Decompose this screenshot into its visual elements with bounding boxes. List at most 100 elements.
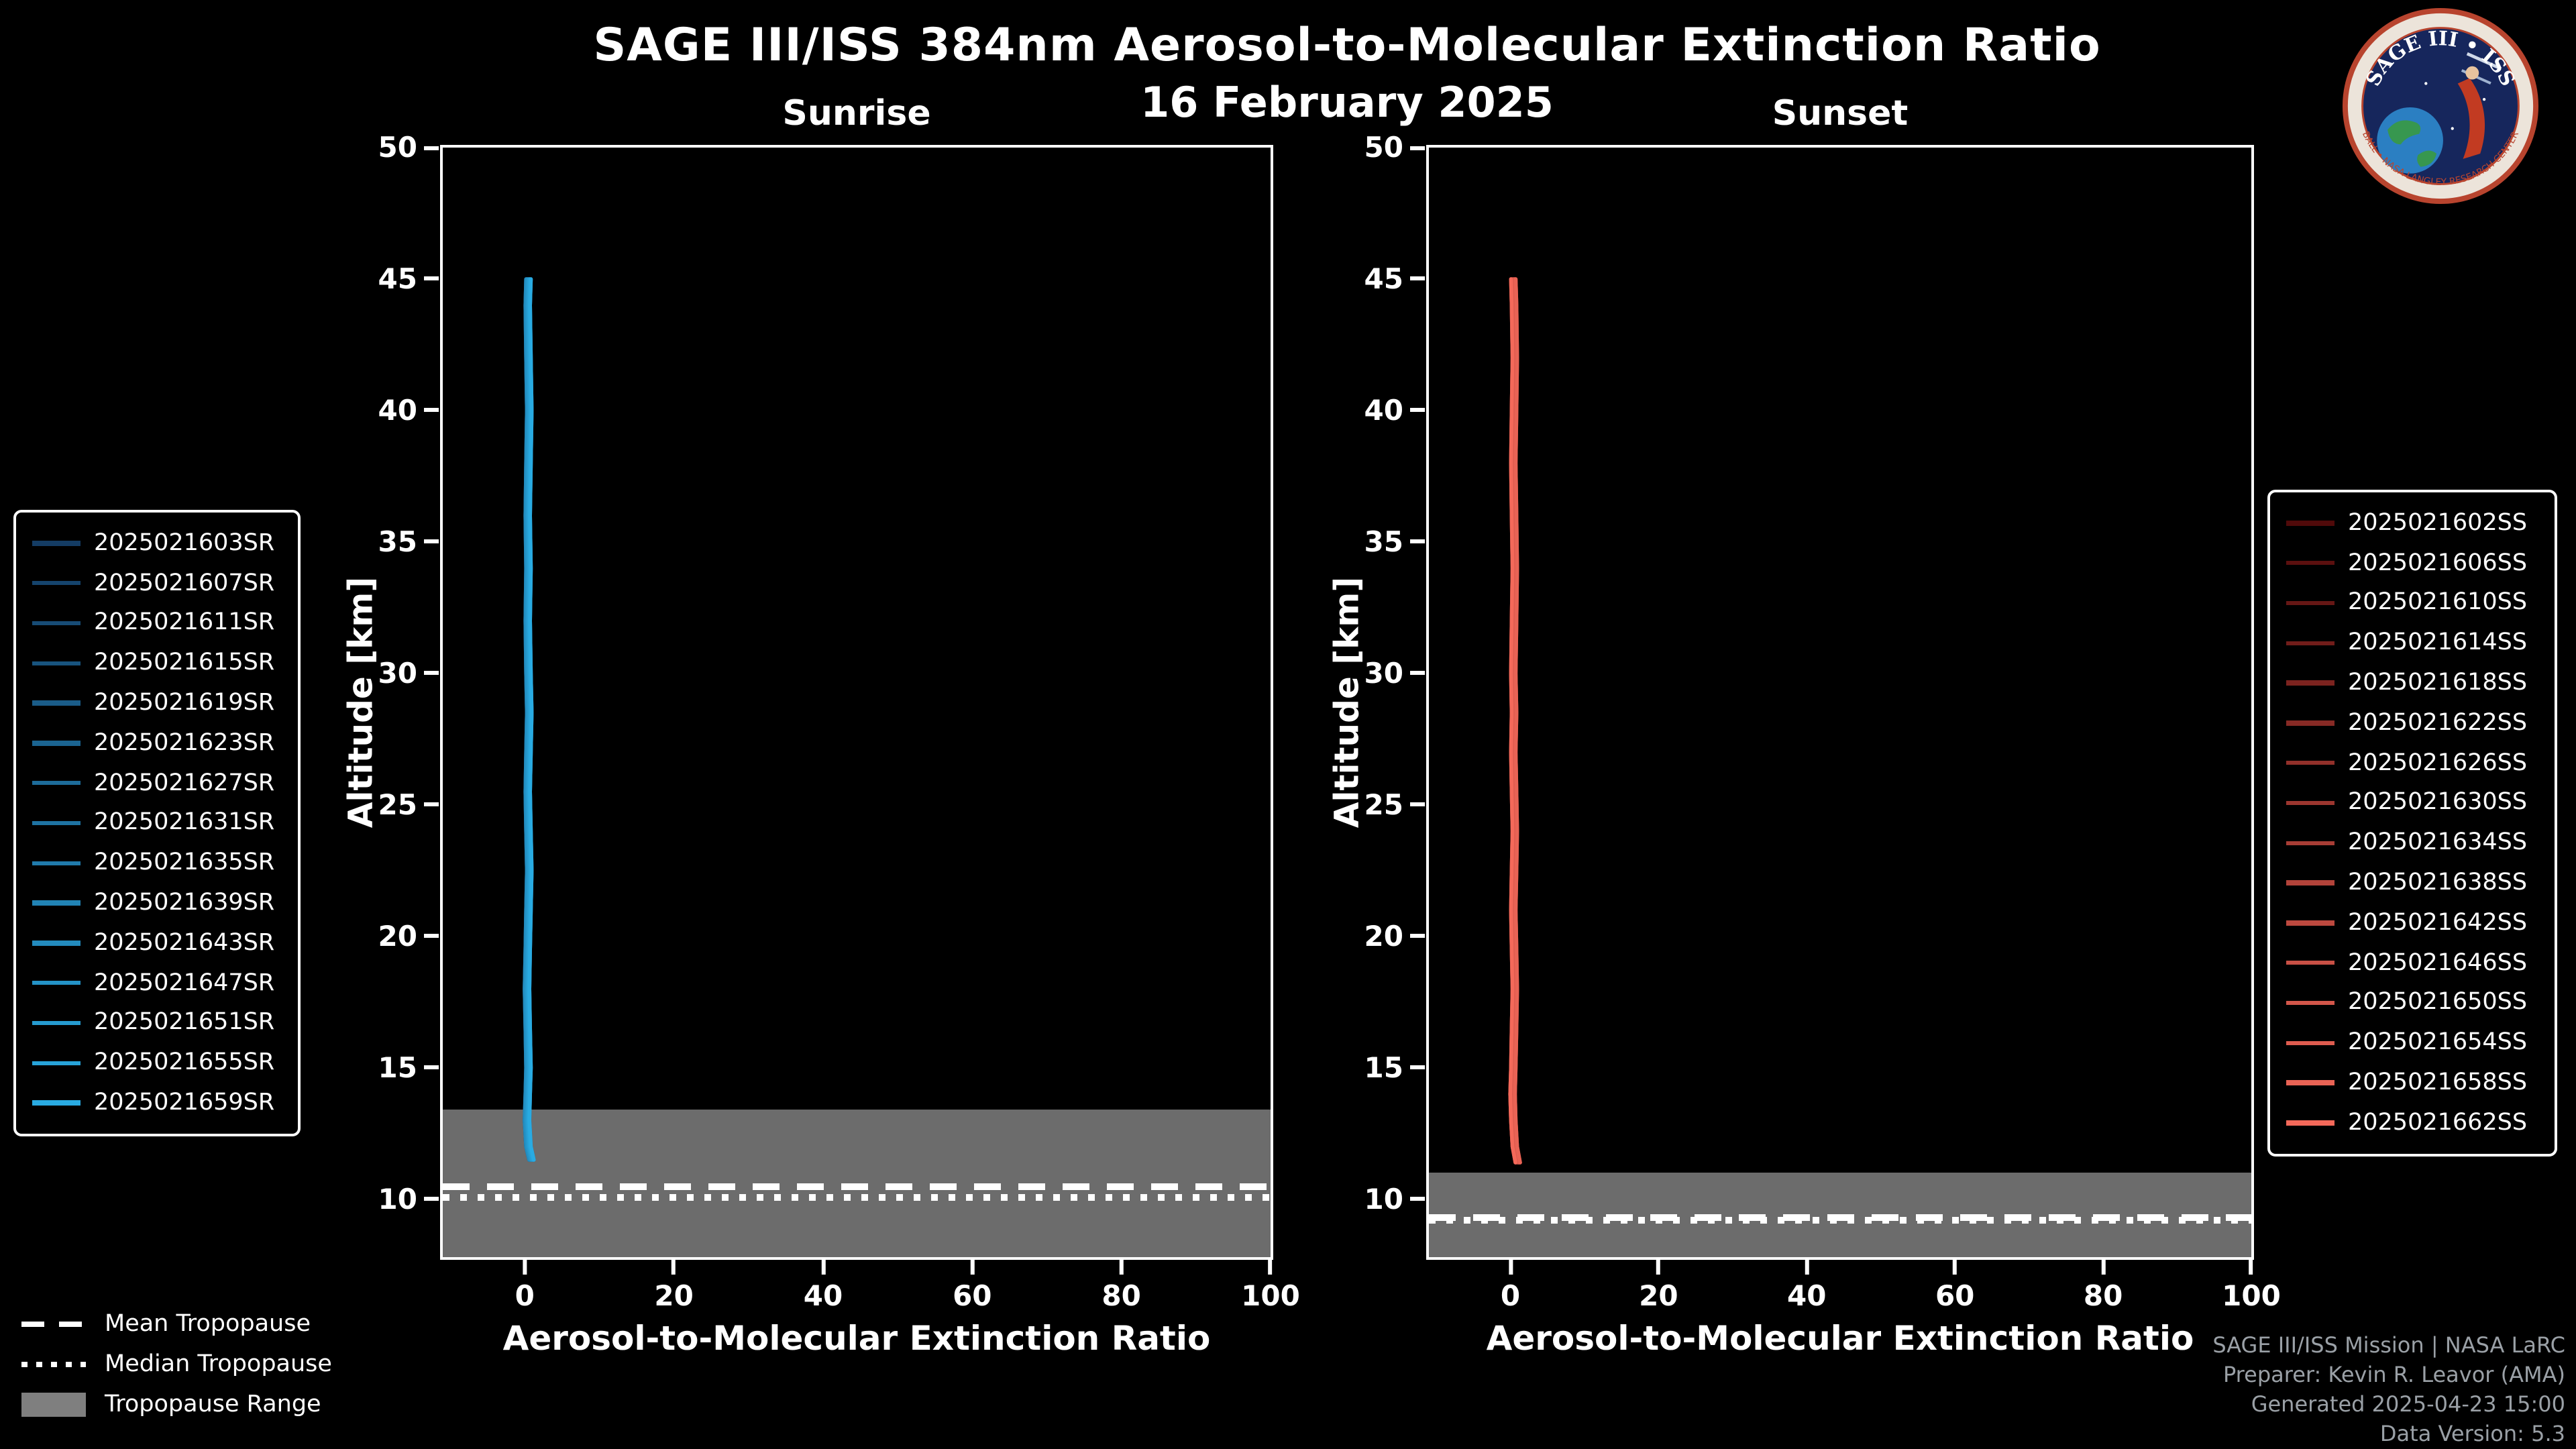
y-tick-30: 30	[1364, 657, 1425, 690]
legend-line-swatch	[2286, 880, 2334, 885]
x-tick-label: 60	[953, 1280, 992, 1312]
legend-item: 2025021611SR	[32, 603, 282, 643]
x-tick-label: 80	[2083, 1280, 2123, 1312]
y-tick-15: 15	[1364, 1052, 1425, 1084]
x-tick-mark	[1656, 1260, 1661, 1275]
legend-line-swatch	[32, 820, 80, 826]
legend-event-id: 2025021654SS	[2348, 1029, 2528, 1057]
sunset-panel-title: Sunset	[1772, 94, 1909, 134]
x-tick-mark	[1508, 1260, 1513, 1275]
legend-line-swatch	[2286, 720, 2334, 726]
median-tropopause-line	[1429, 1217, 2251, 1224]
sunset-event-legend: 2025021602SS 2025021606SS 2025021610SS 2…	[2267, 490, 2557, 1157]
x-tick-mark	[1953, 1260, 1957, 1275]
legend-event-id: 2025021643SR	[94, 929, 275, 957]
legend-item: 2025021614SS	[2286, 623, 2538, 663]
legend-line-swatch	[32, 580, 80, 586]
sunrise-x-axis-label: Aerosol-to-Molecular Extinction Ratio	[502, 1319, 1211, 1358]
legend-event-id: 2025021662SS	[2348, 1109, 2528, 1136]
legend-item: 2025021662SS	[2286, 1103, 2538, 1143]
legend-event-id: 2025021634SS	[2348, 829, 2528, 857]
y-tick-mark	[1410, 671, 1425, 676]
legend-item: 2025021630SS	[2286, 783, 2538, 823]
legend-event-id: 2025021603SR	[94, 529, 275, 557]
legend-line-swatch	[32, 1100, 80, 1106]
legend-item: 2025021638SS	[2286, 863, 2538, 903]
legend-line-swatch	[32, 900, 80, 906]
legend-line-swatch	[2286, 641, 2334, 646]
y-tick-25: 25	[378, 789, 439, 821]
x-tick-100: 100	[2222, 1260, 2281, 1312]
figure-graphic	[2457, 78, 2485, 159]
legend-event-id: 2025021619SR	[94, 690, 275, 717]
x-tick-label: 40	[803, 1280, 843, 1312]
y-tick-label: 45	[1364, 262, 1403, 295]
legend-line-swatch	[32, 941, 80, 946]
median-tropopause-legend-item: Median Tropopause	[21, 1344, 332, 1385]
x-tick-label: 80	[1102, 1280, 1141, 1312]
y-tick-mark	[1410, 276, 1425, 281]
legend-item: 2025021618SS	[2286, 663, 2538, 703]
legend-item: 2025021622SS	[2286, 703, 2538, 743]
credits-text: SAGE III/ISS Mission | NASA LaRC Prepare…	[2212, 1331, 2565, 1449]
legend-event-id: 2025021615SR	[94, 649, 275, 677]
legend-line-swatch	[32, 1020, 80, 1026]
credit-line: Generated 2025-04-23 15:00	[2251, 1391, 2565, 1417]
legend-event-id: 2025021607SR	[94, 570, 275, 597]
y-tick-35: 35	[378, 526, 439, 558]
figure-date: 16 February 2025	[1140, 79, 1554, 127]
x-tick-20: 20	[1639, 1260, 1678, 1312]
x-tick-mark	[820, 1260, 825, 1275]
legend-event-id: 2025021630SS	[2348, 789, 2528, 816]
legend-line-swatch	[2286, 960, 2334, 965]
y-tick-mark	[1410, 934, 1425, 938]
legend-event-id: 2025021631SR	[94, 809, 275, 837]
y-tick-label: 10	[1364, 1183, 1403, 1216]
legend-line-swatch	[2286, 920, 2334, 926]
gray-patch-swatch	[21, 1393, 86, 1417]
credit-line: Preparer: Kevin R. Leavor (AMA)	[2222, 1362, 2565, 1387]
legend-event-id: 2025021611SR	[94, 609, 275, 637]
y-tick-25: 25	[1364, 789, 1425, 821]
y-tick-label: 20	[378, 920, 417, 953]
legend-line-swatch	[32, 661, 80, 666]
legend-item: 2025021623SR	[32, 723, 282, 763]
legend-line-swatch	[2286, 521, 2334, 526]
legend-item: 2025021635SR	[32, 843, 282, 883]
y-tick-mark	[424, 1065, 439, 1070]
x-tick-mark	[1805, 1260, 1809, 1275]
sunset-plot-area	[1426, 145, 2254, 1260]
y-tick-15: 15	[378, 1052, 439, 1084]
y-tick-20: 20	[378, 920, 439, 953]
legend-event-id: 2025021622SS	[2348, 709, 2528, 737]
legend-item: 2025021651SR	[32, 1003, 282, 1043]
y-tick-label: 50	[378, 131, 417, 164]
legend-event-id: 2025021626SS	[2348, 749, 2528, 777]
legend-line-swatch	[32, 780, 80, 786]
sunrise-panel-title: Sunrise	[782, 94, 931, 134]
y-tick-mark	[424, 671, 439, 676]
mean-tropopause-legend-item: Mean Tropopause	[21, 1304, 332, 1344]
legend-event-id: 2025021610SS	[2348, 589, 2528, 616]
y-tick-label: 40	[1364, 394, 1403, 427]
legend-line-swatch	[32, 861, 80, 866]
y-tick-label: 30	[1364, 657, 1403, 690]
y-tick-label: 25	[1364, 788, 1403, 821]
credit-line: Data Version: 5.3	[2379, 1421, 2565, 1446]
dashed-line-swatch	[21, 1322, 86, 1327]
credit-line: SAGE III/ISS Mission | NASA LaRC	[2212, 1332, 2565, 1358]
legend-item: 2025021610SS	[2286, 583, 2538, 623]
y-tick-mark	[1410, 146, 1425, 150]
legend-line-swatch	[32, 700, 80, 706]
y-tick-mark	[1410, 408, 1425, 413]
legend-line-swatch	[32, 541, 80, 546]
x-tick-mark	[970, 1260, 975, 1275]
x-tick-label: 60	[1935, 1280, 1975, 1312]
y-tick-label: 25	[378, 788, 417, 821]
x-tick-mark	[2101, 1260, 2106, 1275]
y-tick-mark	[1410, 1065, 1425, 1070]
legend-item: 2025021643SR	[32, 923, 282, 963]
y-tick-label: 35	[1364, 525, 1403, 558]
x-tick-40: 40	[804, 1260, 843, 1312]
